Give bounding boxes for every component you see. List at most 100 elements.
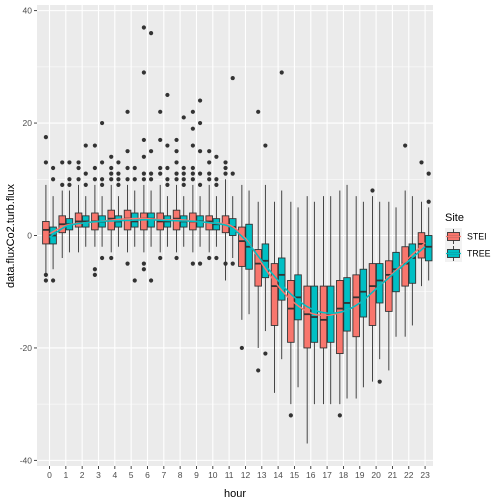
legend-keys: STEI TREE — [445, 228, 491, 262]
outlier-point — [158, 255, 163, 261]
outlier-point — [148, 149, 154, 154]
outlier-point — [174, 171, 179, 176]
x-axis: 0 1 2 3 4 5 6 7 8 9 10 11 12 13 14 15 16 17 18 19 20 21 22 23 — [47, 466, 430, 480]
x-tick-label: 11 — [225, 470, 234, 480]
outlier-point — [214, 154, 219, 159]
outlier-point — [125, 165, 130, 171]
outlier-point — [223, 165, 228, 171]
outlier-point — [181, 115, 186, 120]
outlier-point — [99, 160, 105, 165]
outlier-point — [141, 177, 146, 182]
x-tick-label: 22 — [404, 470, 414, 480]
smooth-line-layer — [49, 217, 426, 317]
outlier-point — [207, 171, 212, 176]
outlier-point — [83, 171, 88, 176]
outlier-point — [190, 261, 195, 266]
outlier-point — [230, 75, 235, 81]
outlier-point — [190, 109, 195, 114]
box-stei-hour-12 — [238, 184, 246, 351]
outlier-point — [181, 182, 186, 188]
box-stei-hour-15 — [287, 201, 295, 418]
outlier-point — [165, 177, 170, 182]
legend-key-tree: TREE — [445, 245, 491, 262]
outlier-point — [377, 379, 382, 384]
outlier-point — [223, 261, 228, 266]
outlier-point — [109, 255, 114, 261]
x-tick-label: 7 — [161, 470, 166, 480]
box-body — [343, 277, 351, 332]
outlier-point — [230, 171, 235, 176]
legend-label: TREE — [467, 249, 491, 259]
outlier-point — [60, 182, 65, 188]
box-body — [277, 257, 286, 301]
outlier-point — [181, 171, 186, 176]
outlier-point — [263, 143, 268, 148]
box-stei-hour-20 — [368, 188, 377, 382]
outlier-point — [132, 165, 137, 171]
outlier-point — [174, 255, 179, 261]
outlier-point — [125, 109, 130, 114]
outlier-point — [197, 120, 203, 126]
outlier-point — [239, 345, 244, 351]
box-body — [287, 280, 295, 343]
outlier-point — [99, 255, 105, 261]
outlier-point — [141, 267, 146, 272]
outlier-point — [109, 177, 114, 182]
x-tick-label: 20 — [371, 470, 381, 480]
x-tick-label: 6 — [145, 470, 150, 480]
outlier-point — [67, 182, 72, 188]
x-tick-label: 10 — [208, 470, 218, 480]
box-tree-hour-19 — [359, 201, 368, 388]
x-tick-label: 2 — [80, 470, 85, 480]
outlier-point — [99, 120, 105, 126]
outlier-point — [92, 267, 97, 272]
box-body — [42, 220, 50, 245]
box-tree-hour-2 — [82, 143, 90, 247]
outlier-point — [174, 160, 179, 165]
outlier-point — [165, 165, 170, 171]
x-axis-title: hour — [224, 488, 246, 500]
x-tick-label: 1 — [63, 470, 68, 480]
outlier-point — [181, 177, 186, 182]
legend-label: STEI — [467, 232, 487, 242]
outlier-point — [99, 177, 105, 182]
outlier-point — [214, 177, 219, 182]
outlier-point — [214, 182, 219, 188]
outlier-point — [230, 261, 235, 266]
outlier-point — [83, 182, 88, 188]
outlier-point — [67, 177, 72, 182]
y-axis-title: data.fluxCo2.turb.flux — [5, 184, 17, 288]
outlier-point — [83, 143, 88, 148]
outlier-point — [158, 171, 163, 176]
outlier-point — [190, 171, 195, 176]
box-stei-hour-17 — [319, 196, 328, 405]
outlier-point — [190, 126, 195, 131]
x-tick-label: 18 — [339, 470, 349, 480]
outlier-point — [419, 160, 424, 165]
outlier-point — [190, 165, 195, 171]
outlier-point — [207, 160, 212, 165]
x-tick-label: 5 — [129, 470, 134, 480]
y-tick-label: 20 — [23, 118, 33, 128]
box-stei-hour-2 — [74, 160, 83, 253]
outlier-point — [141, 154, 146, 159]
x-tick-label: 13 — [257, 470, 267, 480]
outlier-point — [207, 177, 212, 182]
outlier-point — [125, 177, 130, 182]
outlier-point — [214, 255, 219, 261]
box-stei-hour-16 — [303, 196, 311, 444]
outlier-point — [256, 368, 261, 373]
box-body — [254, 249, 262, 287]
outlier-point — [403, 143, 408, 148]
outlier-point — [174, 137, 179, 143]
outlier-point — [125, 261, 130, 266]
legend: Site STEI TREE — [445, 212, 491, 262]
box-body — [408, 243, 417, 284]
box-body — [303, 285, 311, 349]
box-stei-hour-14 — [270, 201, 279, 393]
outlier-point — [426, 199, 431, 204]
outlier-point — [197, 171, 203, 176]
outlier-point — [148, 177, 154, 182]
outlier-point — [125, 149, 130, 154]
outlier-point — [141, 70, 146, 75]
